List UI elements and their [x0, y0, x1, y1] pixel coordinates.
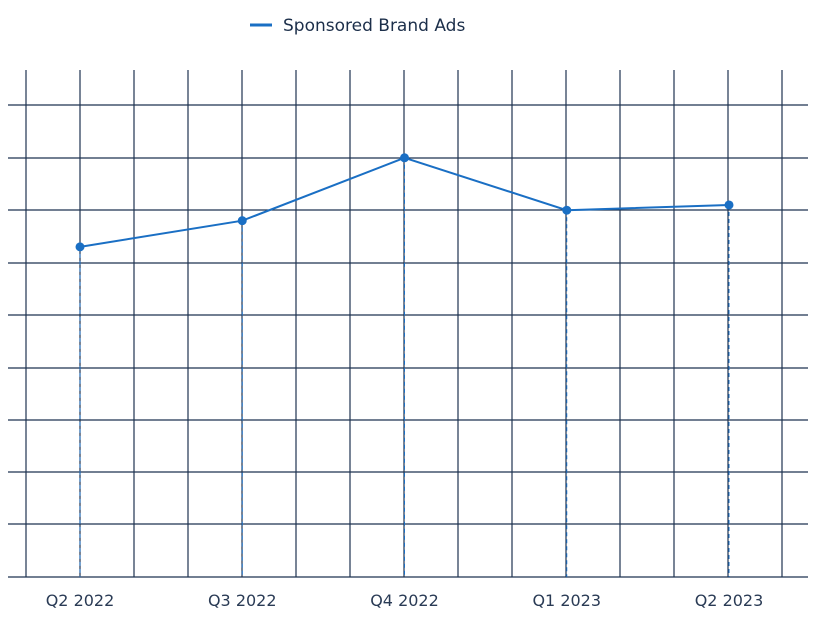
- data-point: [724, 200, 734, 210]
- x-axis-tick-labels: Q2 2022 Q3 2022 Q4 2022 Q1 2023 Q2 2023: [46, 591, 764, 610]
- x-tick-label: Q2 2022: [46, 591, 115, 610]
- data-point: [562, 205, 572, 215]
- data-point: [75, 242, 85, 252]
- drop-lines: [79, 157, 730, 577]
- x-tick-label: Q4 2022: [370, 591, 439, 610]
- data-points: [75, 153, 734, 252]
- legend: Sponsored Brand Ads: [250, 16, 465, 36]
- x-tick-label: Q1 2023: [532, 591, 601, 610]
- x-tick-label: Q2 2023: [695, 591, 764, 610]
- x-tick-label: Q3 2022: [208, 591, 277, 610]
- data-point: [400, 153, 409, 163]
- grid: [8, 70, 808, 578]
- legend-label: Sponsored Brand Ads: [283, 16, 465, 36]
- vertical-gridlines: [25, 70, 783, 577]
- horizontal-gridlines: [8, 104, 808, 578]
- data-point: [237, 216, 247, 226]
